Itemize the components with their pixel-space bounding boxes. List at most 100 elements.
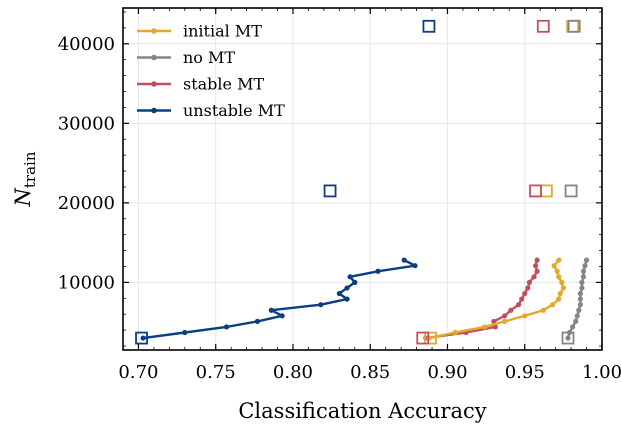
data-point-stable-mt <box>502 313 508 319</box>
data-point-stable-mt <box>522 290 528 297</box>
legend-item-stable-mt: stable MT <box>137 75 264 94</box>
x-axis-title: Classification Accuracy <box>238 399 486 423</box>
square-marker-stable-mt <box>529 184 542 198</box>
square-marker-no-mt <box>564 184 578 198</box>
data-point-no-mt <box>570 324 576 330</box>
legend-swatch-marker <box>151 28 157 34</box>
x-tick-label: 0.90 <box>427 362 467 383</box>
data-point-no-mt <box>582 263 588 269</box>
x-tick-label: 0.85 <box>350 362 390 383</box>
series-lines <box>140 257 590 341</box>
data-point-initial-mt <box>556 296 562 302</box>
square-marker-initial-mt <box>539 184 553 198</box>
data-point-no-mt <box>577 296 583 302</box>
data-point-no-mt <box>583 257 590 263</box>
data-point-stable-mt <box>534 268 540 274</box>
data-point-initial-mt <box>559 279 565 285</box>
data-point-unstable-mt <box>352 279 358 285</box>
data-point-no-mt <box>577 302 583 308</box>
square-marker-unstable-mt <box>422 19 436 33</box>
legend-label: unstable MT <box>183 101 285 120</box>
data-point-initial-mt <box>502 318 508 324</box>
data-point-unstable-mt <box>268 307 274 313</box>
data-point-no-mt <box>580 274 587 280</box>
data-point-stable-mt <box>492 324 498 330</box>
data-point-no-mt <box>579 279 585 285</box>
data-point-stable-mt <box>508 307 514 313</box>
x-tick-label: 0.75 <box>196 362 236 383</box>
x-tick-labels: 0.70 0.75 0.80 0.85 0.90 0.95 1.00 <box>118 362 621 383</box>
data-point-no-mt <box>579 285 585 291</box>
legend-swatch-marker <box>151 81 157 87</box>
legend-swatch-marker <box>151 107 157 114</box>
square-marker-stable-mt <box>536 19 550 33</box>
data-point-initial-mt <box>556 257 562 263</box>
data-point-stable-mt <box>491 318 497 324</box>
legend-item-no-mt: no MT <box>137 48 235 67</box>
data-point-unstable-mt <box>254 318 261 324</box>
legend-swatch-marker <box>151 54 157 61</box>
legend-item-initial-mt: initial MT <box>137 22 262 41</box>
data-point-no-mt <box>580 268 587 274</box>
data-point-unstable-mt <box>140 335 146 341</box>
data-point-unstable-mt <box>401 257 407 263</box>
axis-ticks <box>122 8 603 350</box>
data-point-unstable-mt <box>223 324 230 330</box>
data-point-unstable-mt <box>279 313 285 319</box>
data-point-initial-mt <box>452 329 458 336</box>
data-point-initial-mt <box>522 313 528 319</box>
square-marker-initial-mt <box>424 331 437 345</box>
data-point-unstable-mt <box>344 296 350 302</box>
data-point-no-mt <box>576 307 582 313</box>
y-axis-title-subscript: train <box>21 151 39 188</box>
y-axis-title: Ntrain <box>11 151 39 207</box>
legend-label: stable MT <box>183 75 264 94</box>
data-point-stable-mt <box>519 296 525 302</box>
data-point-initial-mt <box>540 307 546 313</box>
data-point-no-mt <box>565 335 571 341</box>
x-tick-label: 0.70 <box>118 362 158 383</box>
data-point-no-mt <box>574 313 580 319</box>
data-point-initial-mt <box>557 290 563 297</box>
data-point-no-mt <box>577 290 583 297</box>
data-point-stable-mt <box>531 274 537 280</box>
legend-item-unstable-mt: unstable MT <box>137 101 285 120</box>
x-tick-label: 1.00 <box>582 362 621 383</box>
legend-label: initial MT <box>183 22 262 41</box>
data-point-initial-mt <box>481 324 488 330</box>
data-point-initial-mt <box>551 263 557 269</box>
data-point-stable-mt <box>515 302 522 308</box>
data-point-no-mt <box>573 318 579 324</box>
data-point-initial-mt <box>556 274 562 280</box>
data-point-initial-mt <box>549 302 556 308</box>
data-point-stable-mt <box>534 257 540 263</box>
square-marker-unstable-mt <box>135 331 148 345</box>
data-point-unstable-mt <box>344 285 350 291</box>
data-point-initial-mt <box>554 268 560 274</box>
data-point-stable-mt <box>532 263 539 269</box>
data-point-unstable-mt <box>412 263 418 269</box>
data-point-stable-mt <box>526 279 532 285</box>
y-tick-label: 20000 <box>58 193 115 214</box>
y-axis-title-main: N <box>11 187 35 207</box>
data-point-initial-mt <box>560 285 566 291</box>
legend-label: no MT <box>183 48 235 67</box>
square-marker-unstable-mt <box>323 184 337 198</box>
y-tick-label: 10000 <box>58 272 115 293</box>
x-tick-label: 0.95 <box>505 362 545 383</box>
x-tick-label: 0.80 <box>273 362 313 383</box>
y-tick-labels: 10000 20000 30000 40000 <box>58 34 115 294</box>
data-point-unstable-mt <box>375 268 381 274</box>
y-tick-label: 40000 <box>58 34 115 55</box>
series-line-unstable-mt <box>142 259 417 340</box>
data-point-unstable-mt <box>182 329 188 336</box>
square-marker-no-mt <box>561 331 575 345</box>
series-markers <box>135 19 581 345</box>
data-point-unstable-mt <box>336 290 342 297</box>
legend: initial MT no MT stable MT unstable MT <box>137 22 285 120</box>
data-point-unstable-mt <box>318 302 324 308</box>
data-point-stable-mt <box>525 285 531 291</box>
data-point-unstable-mt <box>347 274 353 280</box>
square-marker-stable-mt <box>416 331 430 345</box>
